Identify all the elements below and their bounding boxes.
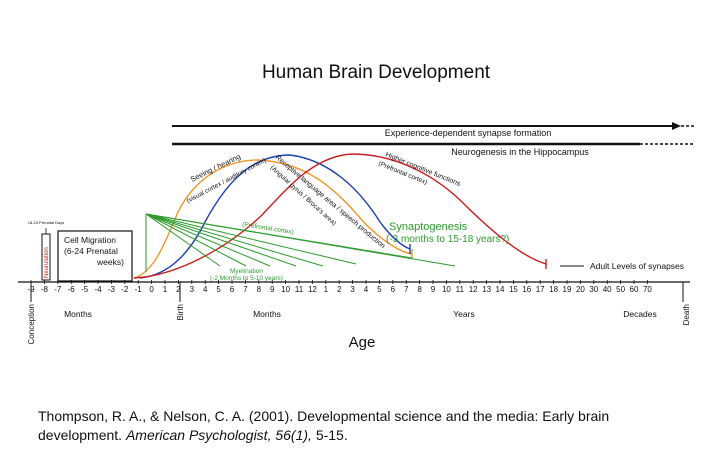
axis-tick-label: 7: [404, 285, 409, 294]
axis-tick-label: 30: [589, 285, 598, 294]
axis-tick-label: -6: [68, 285, 76, 294]
axis-tick-label: 6: [230, 285, 235, 294]
axis-tick-label: 4: [203, 285, 208, 294]
fan-line-6: [145, 213, 271, 267]
axis-tick-label: 5: [216, 285, 221, 294]
fan-line-4: [145, 213, 324, 267]
axis-tick-label: -2: [121, 285, 129, 294]
cell-migration-line-3: weeks): [96, 257, 124, 267]
conception-label: Conception: [27, 304, 36, 344]
fan-line-3: [145, 213, 357, 265]
axis-tick-label: 13: [482, 285, 491, 294]
years-label: Years: [453, 309, 474, 319]
myelination-range: (-2 Months to 5-10 years): [210, 275, 283, 282]
synaptogenesis-label: Synaptogenesis: [389, 221, 468, 233]
axis-tick-label: 50: [616, 285, 625, 294]
citation: Thompson, R. A., & Nelson, C. A. (2001).…: [38, 407, 678, 445]
axis-tick-label: 9: [431, 285, 436, 294]
axis-tick-label: 15: [509, 285, 518, 294]
axis-tick-label: 11: [295, 285, 304, 294]
axis-tick-label: 19: [563, 285, 572, 294]
citation-pages: 5-15.: [315, 427, 348, 443]
cell-migration-box: [57, 230, 133, 282]
axis-tick-label: 8: [417, 285, 422, 294]
axis-tick-label: 2: [176, 285, 181, 294]
seeing-hearing-curve: [133, 159, 413, 279]
axis-title: Age: [349, 334, 376, 351]
axis-tick-label: 4: [364, 285, 369, 294]
neurulation-label: Neurulation: [44, 247, 50, 278]
axis-tick-label: 9: [270, 285, 275, 294]
axis-tick-label: 10: [442, 285, 451, 294]
birth-label: Birth: [176, 304, 185, 320]
axis-tick-label: 20: [576, 285, 585, 294]
myelination-label: Myelination: [230, 268, 263, 275]
axis-tick-label: 14: [496, 285, 505, 294]
axis-tick-label: 7: [243, 285, 248, 294]
fan-line-5: [145, 213, 297, 267]
axis-tick-label: 10: [281, 285, 290, 294]
axis-tick-label: 5: [377, 285, 382, 294]
axis-tick-label: 0: [149, 285, 154, 294]
axis-tick-label: 16: [522, 285, 531, 294]
cell-migration-line-1: Cell Migration: [64, 235, 116, 245]
receptive-language-label: Receptive language area / speech product…: [274, 154, 386, 250]
axis-tick-label: 11: [456, 285, 465, 294]
synaptogenesis-range: (-3 months to 15-18 years?): [386, 234, 509, 245]
axis-tick-label: -7: [54, 285, 62, 294]
axis-tick-label: 18: [549, 285, 558, 294]
axis-tick-label: -1: [135, 285, 143, 294]
axis-tick-label: -4: [94, 285, 102, 294]
axis-tick-label: 3: [190, 285, 195, 294]
axis-tick-label: 12: [308, 285, 317, 294]
postnatal-months-label: Months: [253, 309, 281, 319]
axis-tick-label: 70: [643, 285, 652, 294]
fan-line-7: [145, 213, 247, 267]
neurulation-bar: [41, 233, 51, 281]
axis-tick-label: 60: [630, 285, 639, 294]
axis-tick-label: 2: [337, 285, 342, 294]
axis-tick-label: -5: [81, 285, 89, 294]
axis-tick-label: -8: [41, 285, 49, 294]
axis-tick-label: 40: [603, 285, 612, 294]
axis-tick-label: 12: [469, 285, 478, 294]
axis-tick-label: -3: [108, 285, 116, 294]
death-label: Death: [682, 304, 691, 325]
fan-line-2: [145, 213, 413, 259]
experience-bar-arrowhead: [672, 122, 681, 130]
axis-tick-label: 8: [257, 285, 262, 294]
axis-tick-label: 1: [324, 285, 329, 294]
decades-label: Decades: [623, 309, 657, 319]
diagram-title: Human Brain Development: [262, 62, 491, 83]
citation-authors: Thompson, R. A., & Nelson, C. A. (2001).…: [38, 408, 610, 443]
higher-cognitive-curve: [133, 153, 547, 279]
green-fan: [145, 213, 456, 272]
prenatal-months-label: Months: [64, 309, 92, 319]
axis-tick-label: 6: [391, 285, 396, 294]
fan-line-8: [145, 213, 221, 267]
adult-levels-label: Adult Levels of synapses: [590, 261, 684, 271]
axis-tick-label: 3: [350, 285, 355, 294]
axis-tick-label: 1: [163, 285, 168, 294]
experience-bar-label: Experience-dependent synapse formation: [385, 128, 552, 138]
cell-migration-line-2: (6-24 Prenatal: [64, 246, 118, 256]
axis-tick-label: 17: [536, 285, 545, 294]
neurogenesis-bar-label: Neurogenesis in the Hippocampus: [451, 147, 589, 157]
citation-journal: American Psychologist, 56(1),: [125, 427, 312, 443]
neurulation-days-label: 18-24 Prenatal Days: [28, 220, 64, 225]
